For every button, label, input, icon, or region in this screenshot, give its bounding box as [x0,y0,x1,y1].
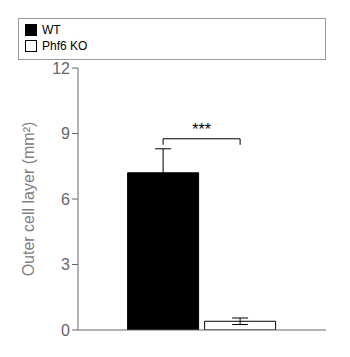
svg-text:3: 3 [61,256,70,273]
html-text:WT: WT [42,23,61,37]
svg-text:0: 0 [61,322,70,339]
svg-text:12: 12 [52,60,70,77]
svg-text:***: *** [192,121,211,138]
svg-text:6: 6 [61,191,70,208]
html-text:Phf6 KO: Phf6 KO [42,39,88,53]
svg-text:Outer cell layer (mm²): Outer cell layer (mm²) [20,122,37,277]
svg-text:9: 9 [61,125,70,142]
